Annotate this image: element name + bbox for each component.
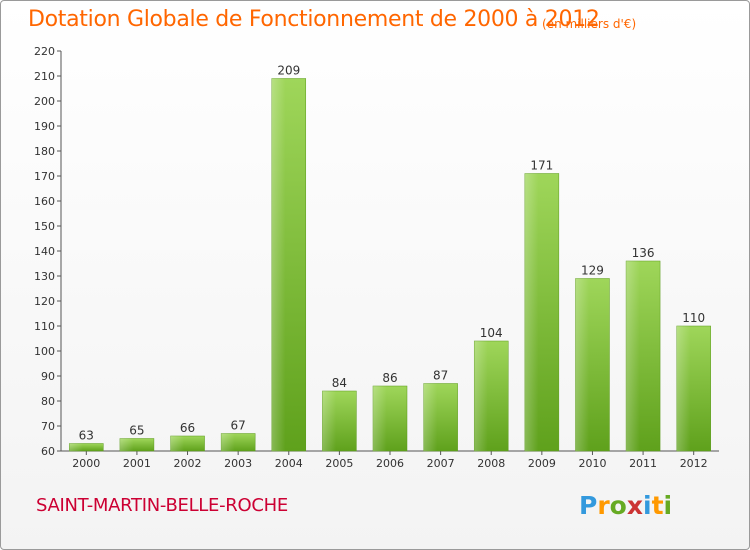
bar-highlight bbox=[119, 438, 154, 451]
bar-highlight bbox=[271, 78, 306, 451]
data-label: 104 bbox=[480, 326, 503, 340]
x-tick-label: 2011 bbox=[629, 457, 657, 470]
data-label: 136 bbox=[632, 246, 655, 260]
bar-highlight bbox=[626, 261, 661, 451]
chart-subtitle: (en milliers d'€) bbox=[542, 17, 637, 31]
y-tick-label: 180 bbox=[34, 145, 55, 158]
chart-title: Dotation Globale de Fonctionnement de 20… bbox=[28, 7, 600, 32]
data-label: 129 bbox=[581, 264, 604, 278]
x-tick-label: 2010 bbox=[578, 457, 606, 470]
bar-highlight bbox=[524, 173, 559, 451]
y-tick-label: 150 bbox=[34, 220, 55, 233]
x-tick-label: 2002 bbox=[174, 457, 202, 470]
bar-highlight bbox=[575, 278, 610, 451]
y-tick-label: 130 bbox=[34, 270, 55, 283]
data-label: 66 bbox=[180, 421, 195, 435]
x-tick-label: 2004 bbox=[275, 457, 303, 470]
logo-letter: i bbox=[643, 491, 652, 520]
data-label: 110 bbox=[682, 311, 705, 325]
x-tick-label: 2001 bbox=[123, 457, 151, 470]
y-tick-label: 140 bbox=[34, 245, 55, 258]
chart-labels: 2000 63 2001 65 2002 66 2003 67 2004 209 2005 84 200… bbox=[72, 64, 707, 471]
bar-highlight bbox=[474, 341, 509, 451]
logo-letter: x bbox=[626, 491, 643, 520]
data-label: 63 bbox=[79, 429, 94, 443]
y-tick-label: 220 bbox=[34, 45, 55, 58]
logo-letter: i bbox=[663, 491, 673, 520]
data-label: 171 bbox=[530, 159, 553, 173]
y-tick-label: 110 bbox=[34, 320, 55, 333]
x-tick-label: 2006 bbox=[376, 457, 404, 470]
y-tick-label: 170 bbox=[34, 170, 55, 183]
y-tick-label: 210 bbox=[34, 70, 55, 83]
proxiti-logo: Proxiti bbox=[579, 491, 672, 520]
bar-highlight bbox=[676, 326, 711, 451]
y-tick-label: 70 bbox=[41, 420, 55, 433]
chart-bars bbox=[69, 78, 711, 452]
bar-highlight bbox=[69, 443, 104, 451]
data-label: 209 bbox=[277, 64, 300, 78]
logo-letter: P bbox=[579, 491, 598, 520]
bar-highlight bbox=[170, 436, 205, 451]
bar-highlight bbox=[423, 383, 458, 451]
y-tick-label: 60 bbox=[41, 445, 55, 458]
bar-highlight bbox=[373, 386, 407, 451]
y-tick-label: 100 bbox=[34, 345, 55, 358]
y-tick-label: 80 bbox=[41, 395, 55, 408]
x-tick-label: 2003 bbox=[224, 457, 252, 470]
y-tick-label: 200 bbox=[34, 95, 55, 108]
commune-name: SAINT-MARTIN-BELLE-ROCHE bbox=[36, 495, 288, 516]
bar-highlight bbox=[221, 433, 256, 451]
y-tick-label: 120 bbox=[34, 295, 55, 308]
x-tick-label: 2005 bbox=[325, 457, 353, 470]
bar-highlight bbox=[322, 391, 357, 451]
data-label: 86 bbox=[382, 371, 397, 385]
logo-letter: r bbox=[597, 491, 610, 520]
x-tick-label: 2000 bbox=[72, 457, 100, 470]
logo-letter: t bbox=[651, 491, 664, 520]
data-label: 67 bbox=[231, 419, 246, 433]
y-tick-label: 190 bbox=[34, 120, 55, 133]
y-tick-label: 90 bbox=[41, 370, 55, 383]
y-tick-label: 160 bbox=[34, 195, 55, 208]
x-tick-label: 2008 bbox=[477, 457, 505, 470]
data-label: 65 bbox=[129, 424, 144, 438]
chart-axes: 60 70 80 90 100 110 120 130 140 150 160 170 180 190 20… bbox=[34, 45, 719, 458]
x-tick-label: 2009 bbox=[528, 457, 556, 470]
data-label: 84 bbox=[332, 376, 347, 390]
data-label: 87 bbox=[433, 369, 448, 383]
x-tick-label: 2007 bbox=[427, 457, 455, 470]
x-tick-label: 2012 bbox=[680, 457, 708, 470]
logo-letter: o bbox=[609, 491, 627, 520]
